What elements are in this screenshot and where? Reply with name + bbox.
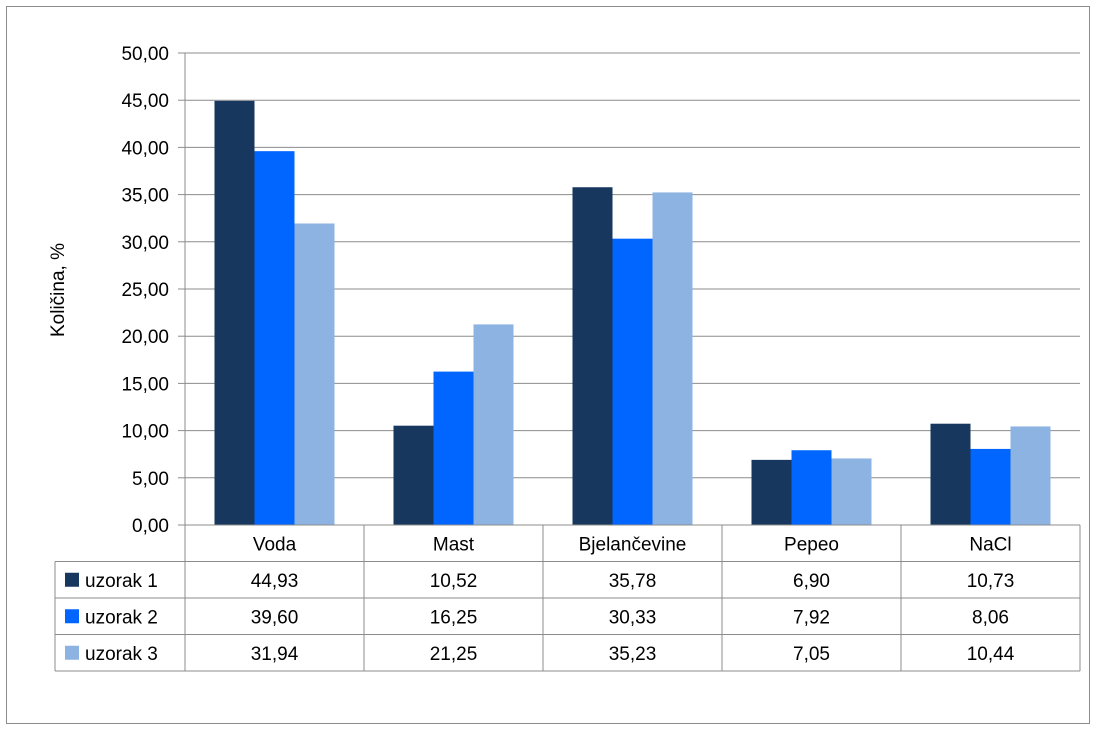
data-label: 7,92 (793, 607, 830, 628)
bar-uzorak-2-2 (612, 238, 653, 525)
data-label: 31,94 (251, 644, 299, 665)
data-label: 8,06 (972, 607, 1009, 628)
bar-uzorak-3-0 (294, 223, 335, 526)
y-tick-label: 20,00 (121, 327, 169, 348)
data-label: 6,90 (793, 571, 830, 592)
y-tick-label: 35,00 (121, 186, 169, 207)
x-tick-label: Bjelančevine (579, 534, 687, 555)
bars (214, 100, 1051, 526)
y-tick-label: 5,00 (132, 469, 169, 490)
data-label: 16,25 (430, 607, 478, 628)
data-label: 10,73 (967, 571, 1015, 592)
bar-uzorak-1-2 (572, 187, 613, 525)
bar-uzorak-3-3 (831, 458, 872, 525)
bar-uzorak-1-1 (393, 425, 434, 525)
y-tick-label: 15,00 (121, 374, 169, 395)
bar-uzorak-2-1 (433, 371, 474, 525)
legend-entry: uzorak 3 (85, 644, 158, 665)
y-tick-label: 50,00 (121, 44, 169, 65)
y-tick-label: 40,00 (121, 138, 169, 159)
bar-uzorak-1-3 (751, 459, 792, 525)
y-tick-label: 30,00 (121, 233, 169, 254)
data-label: 30,33 (609, 607, 657, 628)
chart-frame (6, 6, 1090, 724)
data-label: 39,60 (251, 607, 299, 628)
data-label: 35,78 (609, 571, 657, 592)
x-tick-label: Voda (253, 534, 297, 555)
bar-uzorak-2-3 (791, 450, 832, 525)
data-table: Voda Mast Bjelančevine Pepeo NaCl uzorak 1 44,… (54, 524, 1081, 672)
legend-key (65, 572, 79, 587)
x-tick-label: Pepeo (784, 534, 839, 555)
y-tick-label: 10,00 (121, 422, 169, 443)
bar-uzorak-1-0 (214, 100, 255, 525)
data-label: 21,25 (430, 644, 478, 665)
bar-uzorak-3-1 (473, 324, 514, 525)
y-tick-label: 0,00 (132, 516, 169, 537)
data-label: 7,05 (793, 644, 830, 665)
legend-key (65, 609, 79, 624)
axes: 0,00 5,00 10,00 15,00 20,00 25,00 30,00 35,00 40… (121, 44, 186, 537)
data-label: 44,93 (251, 571, 299, 592)
bar-uzorak-3-4 (1010, 426, 1051, 525)
data-label: 10,52 (430, 571, 478, 592)
bar-uzorak-1-4 (930, 423, 971, 525)
y-tick-label: 45,00 (121, 91, 169, 112)
legend-entry: uzorak 2 (85, 607, 158, 628)
y-tick-label: 25,00 (121, 280, 169, 301)
bar-uzorak-3-2 (652, 192, 693, 525)
x-tick-label: Mast (433, 534, 475, 555)
bar-uzorak-2-0 (254, 151, 295, 525)
data-label: 35,23 (609, 644, 657, 665)
y-axis-label: Količina, % (48, 243, 69, 337)
x-tick-label: NaCl (969, 534, 1011, 555)
bar-uzorak-2-4 (970, 448, 1011, 525)
legend-entry: uzorak 1 (85, 571, 158, 592)
data-label: 10,44 (967, 644, 1015, 665)
legend-key (65, 645, 79, 660)
